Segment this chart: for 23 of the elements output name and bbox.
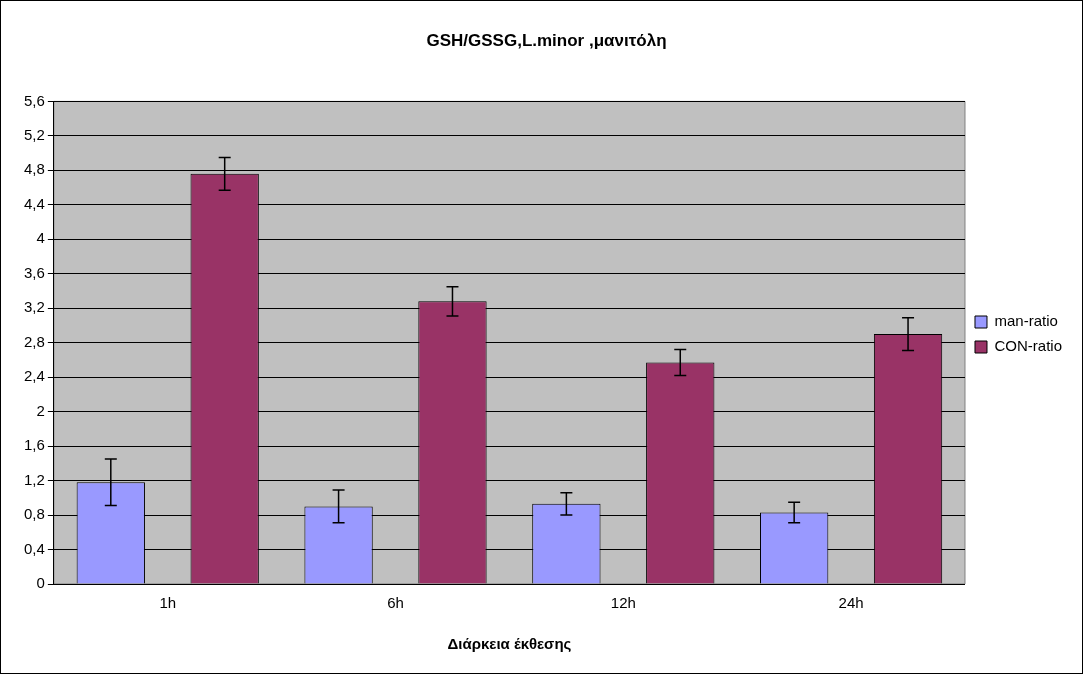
y-tick-label: 2 [36,401,45,419]
legend-label: CON-ratio [994,337,1063,355]
y-tick-label: 2,8 [23,332,45,350]
y-tick-label: 2,4 [23,367,45,385]
y-tick-label: 3,6 [23,263,45,281]
x-tick-label: 1h [159,594,177,612]
y-tick-label: 5,2 [23,126,45,144]
y-tick-label: 4,4 [23,194,45,212]
y-tick-label: 0,4 [23,539,45,557]
x-tick-label: 6h [387,594,404,612]
x-tick-label: 24h [838,594,864,612]
x-tick-label: 12h [610,594,636,612]
y-tick-label: 0 [36,574,45,592]
y-tick-label: 5,6 [23,91,45,109]
y-tick-label: 3,2 [23,298,45,316]
legend-label: man-ratio [994,312,1058,330]
chart-title: GSH/GSSG,L.minor ,μανιτόλη [426,30,667,50]
x-axis-title: Διάρκεια έκθεσης [447,635,572,653]
y-tick-label: 0,8 [23,505,45,523]
y-tick-label: 1,6 [23,436,45,454]
y-tick-label: 1,2 [23,470,45,488]
y-tick-label: 4,8 [23,160,45,178]
y-tick-label: 4 [36,229,45,247]
